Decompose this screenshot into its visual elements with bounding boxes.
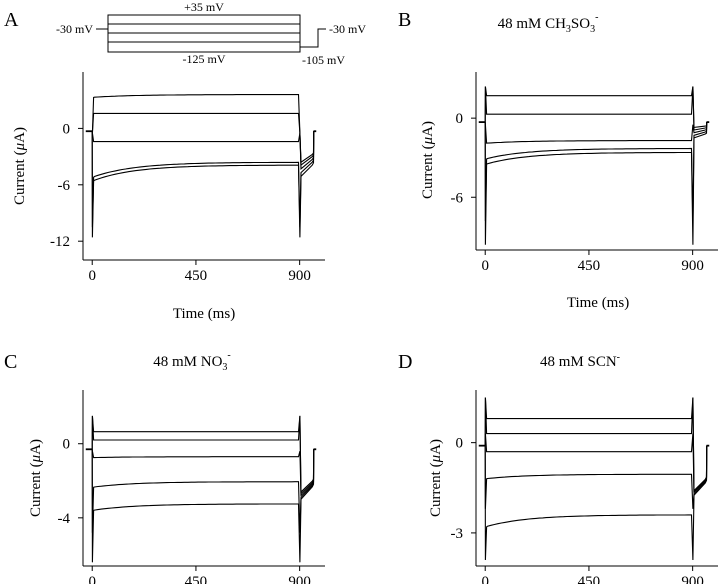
voltage-protocol: +35 mV -125 mV -30 mV -30 mV -105 mV [56,0,366,67]
current-trace [484,86,708,129]
current-trace [484,433,708,494]
panel-d: D 48 mM SCN- 0 450 900 0 -3 Current (μA) [398,351,718,584]
ticks: 0 450 900 0 -6 [451,111,704,274]
current-trace [484,445,708,561]
y-tick-label: 0 [63,121,71,137]
y-tick-label: -6 [451,190,464,206]
y-tick-label: -3 [451,526,464,542]
current-trace [484,86,708,131]
panel-letter: A [4,9,19,31]
x-tick-label: 900 [288,574,311,584]
protocol-holding-label: -30 mV [56,22,93,36]
x-tick-label: 0 [88,574,96,584]
current-trace [91,415,315,494]
protocol-tail-label: -30 mV [329,22,366,36]
panel-title: 48 mM SCN- [540,352,620,370]
panel-letter: B [398,9,411,31]
x-tick-label: 0 [481,258,489,274]
panel-title: 48 mM CH3SO3- [498,12,599,35]
current-trace [91,112,315,167]
current-trace [91,449,315,533]
x-tick-label: 900 [681,574,704,584]
current-trace [91,449,315,563]
traces [478,397,710,561]
x-tick-label: 450 [185,574,208,584]
x-tick-label: 900 [288,268,311,284]
y-tick-label: 0 [456,111,464,127]
current-trace [484,445,708,509]
traces [85,415,317,563]
protocol-tail-line [300,28,326,48]
current-trace [484,122,708,245]
current-trace [484,122,708,222]
x-tick-label: 450 [578,258,601,274]
x-tick-label: 900 [681,258,704,274]
x-tick-label: 450 [185,268,208,284]
y-tick-label: -6 [58,178,71,194]
current-trace [91,415,315,495]
current-trace [91,131,315,238]
y-tick-label: 0 [63,437,71,453]
panel-letter: D [398,351,412,373]
x-tick-label: 0 [88,268,96,284]
y-axis-label: Current (μA) [28,439,44,517]
current-trace [91,449,315,497]
y-tick-label: -12 [50,234,70,250]
y-tick-label: -4 [58,511,71,527]
current-trace [484,122,708,144]
x-tick-label: 450 [578,574,601,584]
current-trace [91,131,315,228]
y-axis-label: Current (μA) [12,127,28,205]
panel-a: A 0 450 900 0 -6 -12 Current (μA) Time (ms) [4,9,325,322]
current-trace [91,94,315,164]
protocol-tail-step-label: -105 mV [302,53,345,67]
current-trace [484,397,708,493]
x-tick-label: 0 [481,574,489,584]
current-trace [91,131,315,170]
traces [85,94,317,238]
y-tick-label: 0 [456,436,464,452]
ticks: 0 450 900 0 -3 [451,436,704,584]
x-axis-label: Time (ms) [567,295,629,311]
panel-title: 48 mM NO3- [153,350,231,373]
panel-c: C 48 mM NO3- 0 450 900 0 -4 Current (μA) [4,350,325,584]
ticks: 0 450 900 0 -4 [58,437,311,584]
protocol-bottom-label: -125 mV [183,52,226,66]
x-axis-label: Time (ms) [173,306,235,322]
current-trace [484,397,708,493]
panel-letter: C [4,351,17,373]
y-axis-label: Current (μA) [420,121,436,199]
ticks: 0 450 900 0 -6 -12 [50,121,311,284]
traces [478,86,710,245]
y-axis-label: Current (μA) [428,439,444,517]
protocol-top-label: +35 mV [184,0,224,14]
